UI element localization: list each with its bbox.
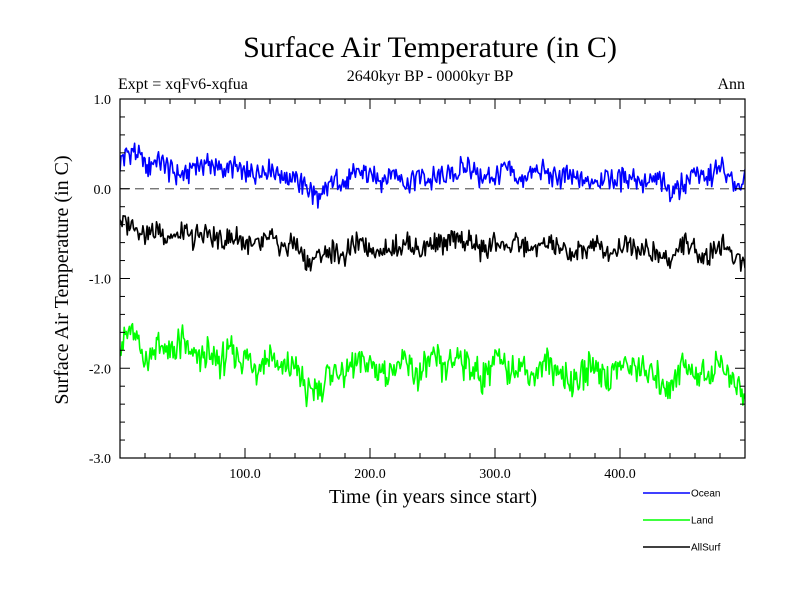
legend-entry-allsurf: AllSurf <box>643 543 721 554</box>
tick-layer: 100.0 200.0 300.0 400.0 1.0 0.0 -1.0 -2.0 -3.0 <box>89 93 745 482</box>
series-layer <box>120 142 745 408</box>
plot-frame <box>119 98 746 459</box>
x-tick-label: 200.0 <box>354 467 386 482</box>
y-tick-label: -3.0 <box>89 452 111 467</box>
legend-label: Ocean <box>691 489 720 500</box>
series-line-land <box>120 322 745 408</box>
legend-entry-ocean: Ocean <box>643 489 720 500</box>
x-tick-label: 300.0 <box>479 467 511 482</box>
y-tick-label: 0.0 <box>94 183 112 198</box>
x-tick-label: 100.0 <box>229 467 261 482</box>
period-label: Ann <box>717 76 745 93</box>
legend-entry-land: Land <box>643 516 713 527</box>
series-line-ocean <box>120 142 745 209</box>
experiment-label: Expt = xqFv6-xqfua <box>118 76 248 93</box>
legend-label: AllSurf <box>691 543 721 554</box>
legend: Ocean Land AllSurf <box>643 489 721 554</box>
x-tick-label: 400.0 <box>604 467 636 482</box>
y-tick-label: -2.0 <box>89 362 111 377</box>
x-axis-label: Time (in years since start) <box>329 486 537 508</box>
legend-label: Land <box>691 516 713 527</box>
chart-subtitle: 2640kyr BP - 0000kyr BP <box>347 68 514 85</box>
y-axis-label: Surface Air Temperature (in C) <box>51 155 73 404</box>
series-line-allsurf <box>120 215 745 272</box>
chart-title: Surface Air Temperature (in C) <box>243 31 617 64</box>
y-tick-label: 1.0 <box>94 93 112 108</box>
axes-layer <box>119 98 746 459</box>
y-tick-label: -1.0 <box>89 273 111 288</box>
